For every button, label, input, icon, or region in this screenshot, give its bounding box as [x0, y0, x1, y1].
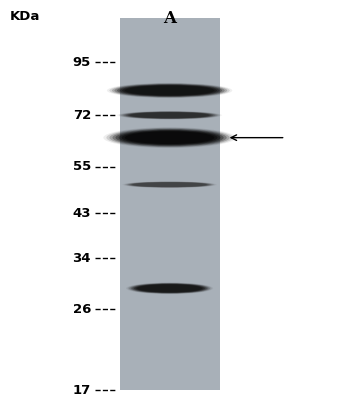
Ellipse shape: [112, 84, 227, 97]
Ellipse shape: [124, 112, 215, 119]
Ellipse shape: [106, 128, 233, 148]
Ellipse shape: [115, 130, 224, 146]
Ellipse shape: [131, 182, 208, 187]
Ellipse shape: [120, 85, 220, 96]
Ellipse shape: [125, 182, 214, 188]
Ellipse shape: [125, 86, 215, 96]
Ellipse shape: [132, 182, 207, 187]
Text: 72: 72: [73, 109, 91, 122]
Ellipse shape: [109, 128, 230, 147]
Ellipse shape: [115, 84, 225, 97]
Ellipse shape: [129, 182, 210, 187]
Ellipse shape: [137, 284, 202, 292]
Text: 17: 17: [73, 384, 91, 396]
Ellipse shape: [117, 84, 222, 97]
Ellipse shape: [121, 131, 218, 145]
Ellipse shape: [127, 283, 212, 294]
Ellipse shape: [107, 83, 232, 98]
Ellipse shape: [128, 182, 211, 188]
Ellipse shape: [119, 111, 220, 119]
Ellipse shape: [119, 130, 221, 145]
Ellipse shape: [125, 131, 215, 144]
Ellipse shape: [129, 283, 210, 294]
Ellipse shape: [122, 112, 217, 119]
Ellipse shape: [130, 112, 210, 118]
Ellipse shape: [109, 83, 230, 98]
Ellipse shape: [126, 112, 213, 118]
Ellipse shape: [112, 129, 227, 146]
Text: 34: 34: [72, 252, 91, 264]
Bar: [120, 18, 220, 390]
Ellipse shape: [126, 282, 213, 294]
Ellipse shape: [136, 284, 203, 292]
Ellipse shape: [122, 85, 217, 96]
Ellipse shape: [124, 182, 216, 188]
Text: 43: 43: [72, 207, 91, 220]
Text: 55: 55: [73, 160, 91, 173]
Ellipse shape: [131, 283, 208, 293]
Ellipse shape: [103, 127, 236, 148]
Ellipse shape: [132, 284, 207, 293]
Text: KDa: KDa: [10, 10, 40, 23]
Text: A: A: [163, 10, 176, 27]
Ellipse shape: [126, 182, 213, 188]
Ellipse shape: [134, 284, 205, 293]
Ellipse shape: [121, 111, 218, 119]
Ellipse shape: [128, 112, 211, 118]
Text: 95: 95: [73, 56, 91, 69]
Text: 26: 26: [73, 303, 91, 316]
